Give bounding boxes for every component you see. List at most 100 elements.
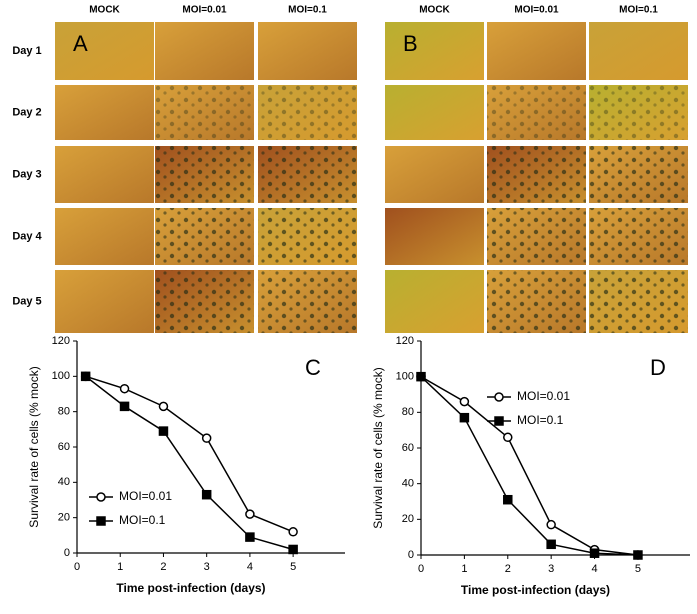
y-tick-label: 100 <box>52 370 70 382</box>
y-tick-label: 60 <box>402 442 414 454</box>
column-header: MOI=0.01 <box>514 5 559 16</box>
micrograph-spots <box>155 208 254 265</box>
y-tick-label: 0 <box>64 547 70 559</box>
marker <box>201 489 212 500</box>
chart-annotation: C <box>305 355 321 380</box>
marker <box>589 548 600 558</box>
marker <box>96 516 106 526</box>
marker <box>503 494 513 505</box>
marker <box>119 401 130 412</box>
y-tick-label: 60 <box>58 441 70 453</box>
x-tick-label: 1 <box>117 561 123 573</box>
y-tick-label: 100 <box>396 371 414 383</box>
y-tick-label: 0 <box>408 549 414 561</box>
row-label: Day 4 <box>12 230 42 242</box>
y-tick-label: 80 <box>402 406 414 418</box>
marker <box>633 550 643 560</box>
micrograph-spots <box>155 85 254 140</box>
x-tick-label: 1 <box>461 563 467 575</box>
micrograph-spots <box>258 208 357 265</box>
marker <box>546 539 556 550</box>
column-header: MOI=0.01 <box>182 5 227 16</box>
x-tick-label: 4 <box>247 561 253 573</box>
micrograph <box>258 22 357 80</box>
micrograph-spots <box>487 146 586 203</box>
y-tick-label: 120 <box>396 335 414 347</box>
micrograph-spots <box>258 270 357 333</box>
marker <box>158 426 169 436</box>
marker <box>201 433 212 443</box>
y-tick-label: 20 <box>58 512 70 524</box>
y-tick-label: 40 <box>58 476 70 488</box>
series-line <box>85 375 294 551</box>
row-label: Day 5 <box>12 295 41 307</box>
series-line <box>420 376 638 556</box>
y-axis-label: Survival rate of cells (% mock) <box>371 367 385 528</box>
series-line <box>85 375 294 533</box>
y-tick-label: 40 <box>402 478 414 490</box>
panel-letter: B <box>403 31 418 56</box>
y-tick-label: 80 <box>58 406 70 418</box>
column-header: MOCK <box>89 5 120 16</box>
column-header: MOI=0.1 <box>288 5 327 16</box>
column-header: MOI=0.1 <box>619 5 658 16</box>
legend-label: MOI=0.01 <box>517 389 570 403</box>
micrograph <box>55 208 154 265</box>
x-tick-label: 3 <box>548 563 554 575</box>
marker <box>119 383 130 394</box>
legend-label: MOI=0.01 <box>119 489 172 503</box>
micrograph <box>55 22 154 80</box>
marker <box>245 532 255 542</box>
x-tick-label: 2 <box>160 561 166 573</box>
marker <box>288 527 298 537</box>
row-label: Day 3 <box>12 168 41 180</box>
marker <box>80 371 91 382</box>
marker <box>96 492 106 502</box>
x-tick-label: 5 <box>635 563 641 575</box>
marker <box>494 392 504 402</box>
micrograph-spots <box>589 208 688 265</box>
x-tick-label: 0 <box>74 561 80 573</box>
micrograph-spots <box>155 146 254 203</box>
micrograph <box>385 270 484 333</box>
x-axis-label: Time post-infection (days) <box>116 581 265 595</box>
marker <box>546 519 556 530</box>
micrograph-spots <box>258 146 357 203</box>
x-tick-label: 4 <box>591 563 597 575</box>
marker <box>459 412 470 423</box>
micrograph <box>55 85 154 140</box>
micrograph-spots <box>487 270 586 333</box>
micrograph-spots <box>589 146 688 203</box>
marker <box>288 544 298 555</box>
marker <box>459 396 470 407</box>
series-line <box>420 376 639 556</box>
micrograph-spots <box>155 270 254 333</box>
x-tick-label: 5 <box>290 561 296 573</box>
micrograph-spots <box>589 85 688 140</box>
legend-label: MOI=0.1 <box>517 413 564 427</box>
micrograph <box>385 146 484 203</box>
micrograph <box>589 22 688 80</box>
micrograph <box>385 85 484 140</box>
legend-label: MOI=0.1 <box>119 513 166 527</box>
micrograph-spots <box>589 270 688 333</box>
marker <box>494 416 504 426</box>
y-tick-label: 20 <box>402 513 414 525</box>
row-label: Day 1 <box>12 45 41 57</box>
marker <box>503 432 513 443</box>
row-label: Day 2 <box>12 106 41 118</box>
x-tick-label: 3 <box>204 561 210 573</box>
marker <box>245 509 255 519</box>
micrograph <box>487 22 586 80</box>
panel-letter: A <box>73 31 88 56</box>
column-header: MOCK <box>419 5 450 16</box>
micrograph <box>385 22 484 80</box>
micrograph <box>385 208 484 265</box>
micrograph <box>55 146 154 203</box>
micrograph-spots <box>487 85 586 140</box>
x-tick-label: 0 <box>418 563 424 575</box>
x-axis-label: Time post-infection (days) <box>461 583 610 597</box>
micrograph-spots <box>258 85 357 140</box>
y-tick-label: 120 <box>52 335 70 347</box>
